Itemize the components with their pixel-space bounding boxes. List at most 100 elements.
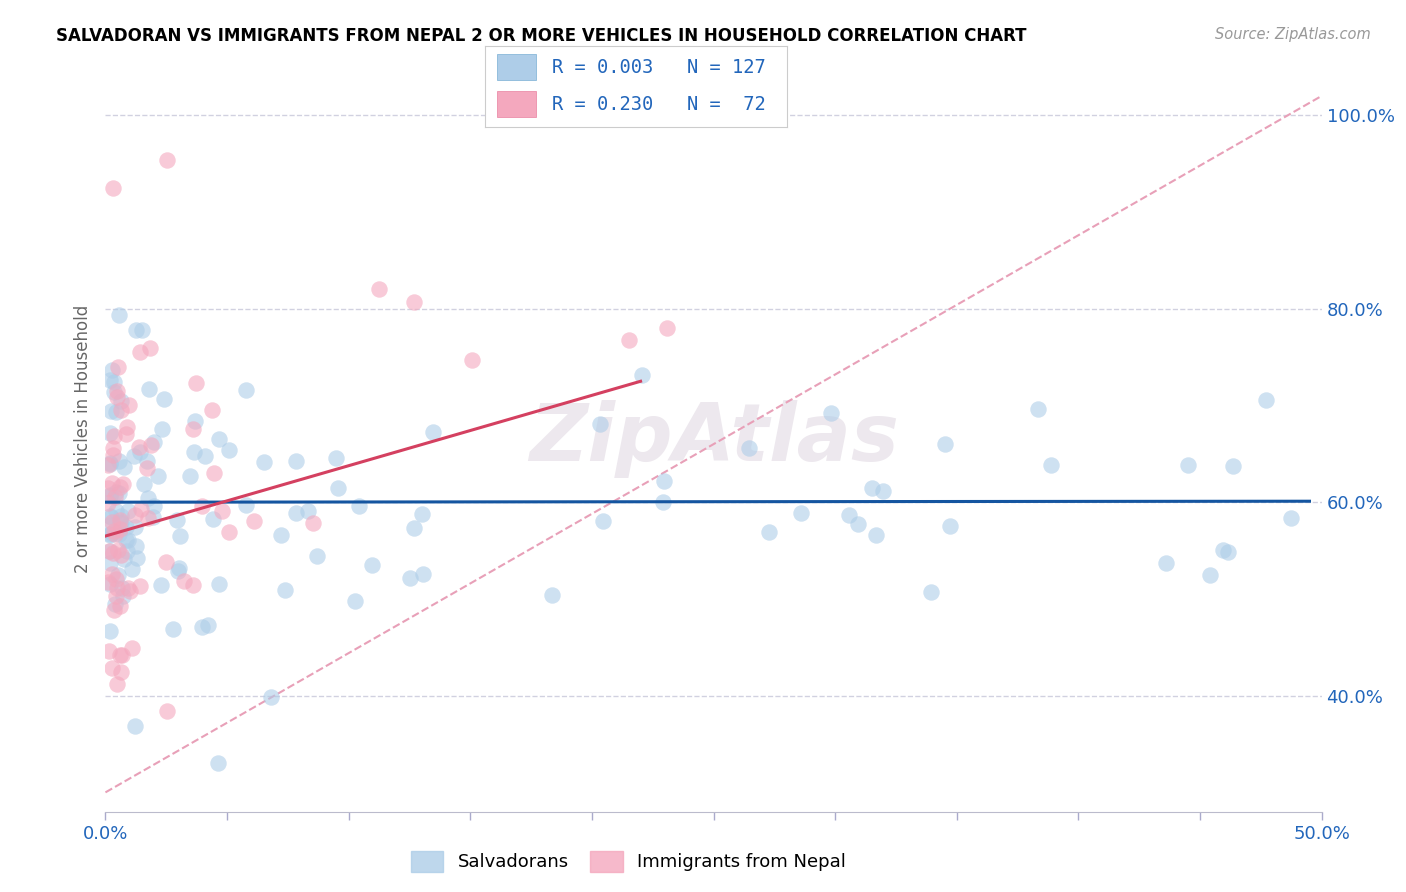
- Point: [200, 403, 222, 417]
- Point: [97, 458, 120, 473]
- Point: [162, 622, 184, 636]
- Point: [120, 584, 142, 599]
- Point: [110, 394, 132, 409]
- Point: [657, 320, 679, 334]
- Point: [111, 589, 134, 603]
- Point: [98, 488, 121, 502]
- Point: [111, 582, 134, 596]
- Point: [128, 440, 150, 454]
- Point: [167, 564, 190, 578]
- Text: Source: ZipAtlas.com: Source: ZipAtlas.com: [1215, 27, 1371, 42]
- Point: [108, 308, 131, 322]
- Point: [1198, 568, 1220, 582]
- Point: [201, 511, 224, 525]
- Point: [179, 469, 201, 483]
- Point: [541, 588, 564, 602]
- Point: [150, 422, 173, 436]
- Point: [111, 477, 134, 491]
- Point: [1254, 392, 1277, 407]
- Legend: Salvadorans, Immigrants from Nepal: Salvadorans, Immigrants from Nepal: [402, 842, 855, 881]
- Point: [115, 533, 138, 547]
- Point: [125, 323, 148, 337]
- Point: [139, 438, 162, 452]
- Point: [302, 516, 325, 530]
- Point: [98, 457, 121, 471]
- Point: [325, 450, 347, 465]
- Point: [98, 544, 121, 558]
- FancyBboxPatch shape: [498, 54, 537, 80]
- Point: [139, 341, 162, 355]
- Point: [107, 527, 129, 541]
- Text: R = 0.003   N = 127: R = 0.003 N = 127: [551, 58, 765, 77]
- Point: [617, 333, 640, 347]
- Point: [104, 484, 127, 499]
- Point: [108, 648, 131, 662]
- FancyBboxPatch shape: [498, 91, 537, 117]
- Point: [101, 660, 124, 674]
- Point: [208, 433, 231, 447]
- Point: [103, 384, 125, 399]
- Point: [422, 425, 444, 440]
- Point: [243, 514, 266, 528]
- Point: [1212, 543, 1234, 558]
- Point: [412, 566, 434, 581]
- Point: [103, 524, 125, 538]
- Point: [97, 574, 120, 589]
- Point: [934, 437, 956, 451]
- Point: [1039, 458, 1062, 472]
- Point: [347, 500, 370, 514]
- Point: [105, 581, 128, 595]
- Point: [114, 520, 136, 534]
- Point: [270, 528, 292, 542]
- Point: [939, 519, 962, 533]
- Point: [360, 558, 382, 572]
- Point: [865, 528, 887, 542]
- Point: [211, 504, 233, 518]
- Point: [184, 414, 207, 428]
- Point: [402, 521, 425, 535]
- Point: [105, 405, 128, 419]
- Point: [142, 510, 165, 524]
- Point: [738, 442, 761, 456]
- Point: [110, 402, 132, 417]
- Point: [105, 504, 128, 518]
- Point: [149, 578, 172, 592]
- Point: [105, 589, 128, 603]
- Point: [105, 384, 128, 399]
- Point: [184, 376, 207, 390]
- Point: [108, 522, 131, 536]
- Point: [104, 572, 127, 586]
- Point: [124, 508, 146, 522]
- Point: [117, 503, 139, 517]
- Point: [411, 507, 433, 521]
- Point: [820, 406, 842, 420]
- Point: [108, 513, 131, 527]
- Point: [235, 383, 257, 397]
- Point: [124, 719, 146, 733]
- Point: [107, 454, 129, 468]
- Point: [121, 641, 143, 656]
- Point: [124, 539, 146, 553]
- Point: [218, 525, 240, 540]
- Point: [197, 618, 219, 632]
- Point: [129, 445, 152, 459]
- Point: [1177, 458, 1199, 472]
- Point: [110, 665, 132, 679]
- Point: [848, 516, 870, 531]
- Point: [128, 344, 150, 359]
- Point: [100, 403, 122, 417]
- Point: [98, 517, 121, 532]
- Point: [328, 482, 350, 496]
- Point: [127, 551, 149, 566]
- Point: [136, 454, 159, 468]
- Point: [1222, 459, 1244, 474]
- Point: [143, 500, 166, 514]
- Point: [98, 373, 121, 387]
- Point: [112, 552, 135, 566]
- Point: [100, 510, 122, 524]
- Point: [592, 514, 614, 528]
- Point: [920, 584, 942, 599]
- Point: [103, 448, 125, 462]
- Point: [117, 533, 139, 547]
- Point: [631, 368, 654, 382]
